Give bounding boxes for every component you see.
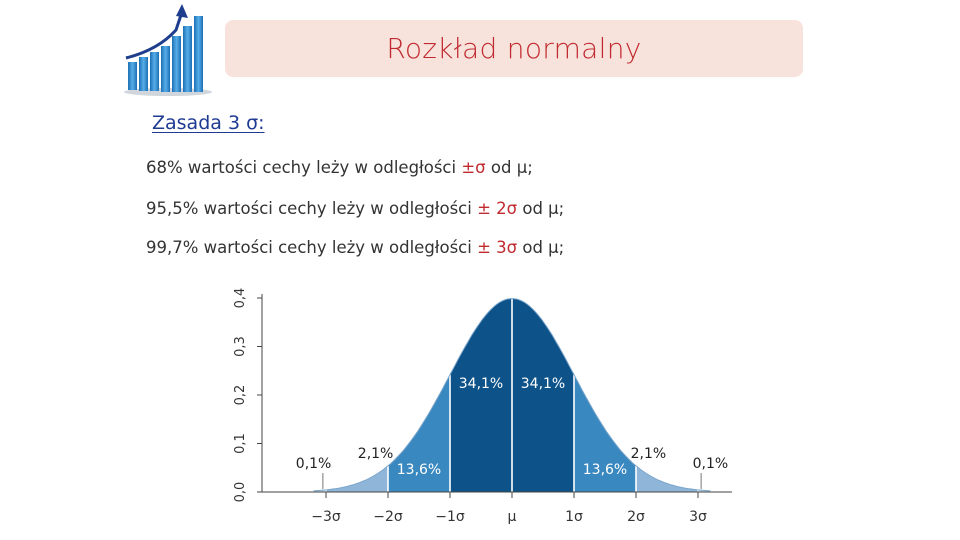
y-tick-label: 0,2 [233,385,248,406]
rule-sigma: ± 2σ [477,199,518,218]
rule-text: 95,5% wartości cechy leży w odległości [146,199,478,218]
rule-sigma: ±σ [461,158,486,177]
rule-text: 99,7% wartości cechy leży w odległości [146,238,478,257]
region-label: 13,6% [397,462,441,478]
density-curve [313,297,711,492]
rule-one-sigma: 68% wartości cechy leży w odległości ±σ … [146,158,533,177]
chart-svg: 0,00,10,20,30,4−3σ −2σ −1σ μ 1σ 2σ 3σ2,1%13,6%… [233,288,732,525]
normal-distribution-chart: 0,0 0,1 0,2 0,3 0,4 −3σ −2σ −1σ μ 1σ 2σ 3σ 2,1% 13,6%… [222,278,752,528]
logo-growth-chart-icon [118,0,218,100]
y-tick-label: 0,4 [233,288,248,309]
rule-two-sigma: 95,5% wartości cechy leży w odległości ±… [146,199,564,218]
x-tick-label: −2σ [373,509,403,525]
title-banner: Rozkład normalny [225,20,803,77]
region-label: 2,1% [631,446,667,462]
region-label: 34,1% [521,376,565,392]
region-area [326,465,388,492]
rule-text: 68% wartości cechy leży w odległości [146,158,462,177]
region-area [450,298,512,492]
x-tick-label: 1σ [565,509,583,525]
page-title: Rozkład normalny [386,32,642,65]
x-tick-label: μ [508,509,517,525]
x-tick-label: 3σ [689,509,707,525]
subtitle-three-sigma: Zasada 3 σ: [152,112,265,134]
y-tick-label: 0,1 [233,433,248,454]
y-tick-label: 0,0 [233,482,248,503]
region-label: 2,1% [358,446,394,462]
region-area [636,465,698,492]
x-tick-label: 2σ [627,509,645,525]
region-label: 34,1% [459,376,503,392]
rule-tail: od μ; [517,199,565,218]
rule-tail: od μ; [517,238,565,257]
y-tick-label: 0,3 [233,336,248,357]
region-area [512,298,574,492]
growth-chart-icon [124,4,212,96]
tail-label: 0,1% [693,456,729,472]
x-tick-label: −1σ [435,509,465,525]
x-tick-label: −3σ [311,509,341,525]
region-label: 13,6% [583,462,627,478]
rule-sigma: ± 3σ [477,238,518,257]
rule-tail: od μ; [485,158,533,177]
rule-three-sigma: 99,7% wartości cechy leży w odległości ±… [146,238,564,257]
tail-label: 0,1% [296,456,332,472]
